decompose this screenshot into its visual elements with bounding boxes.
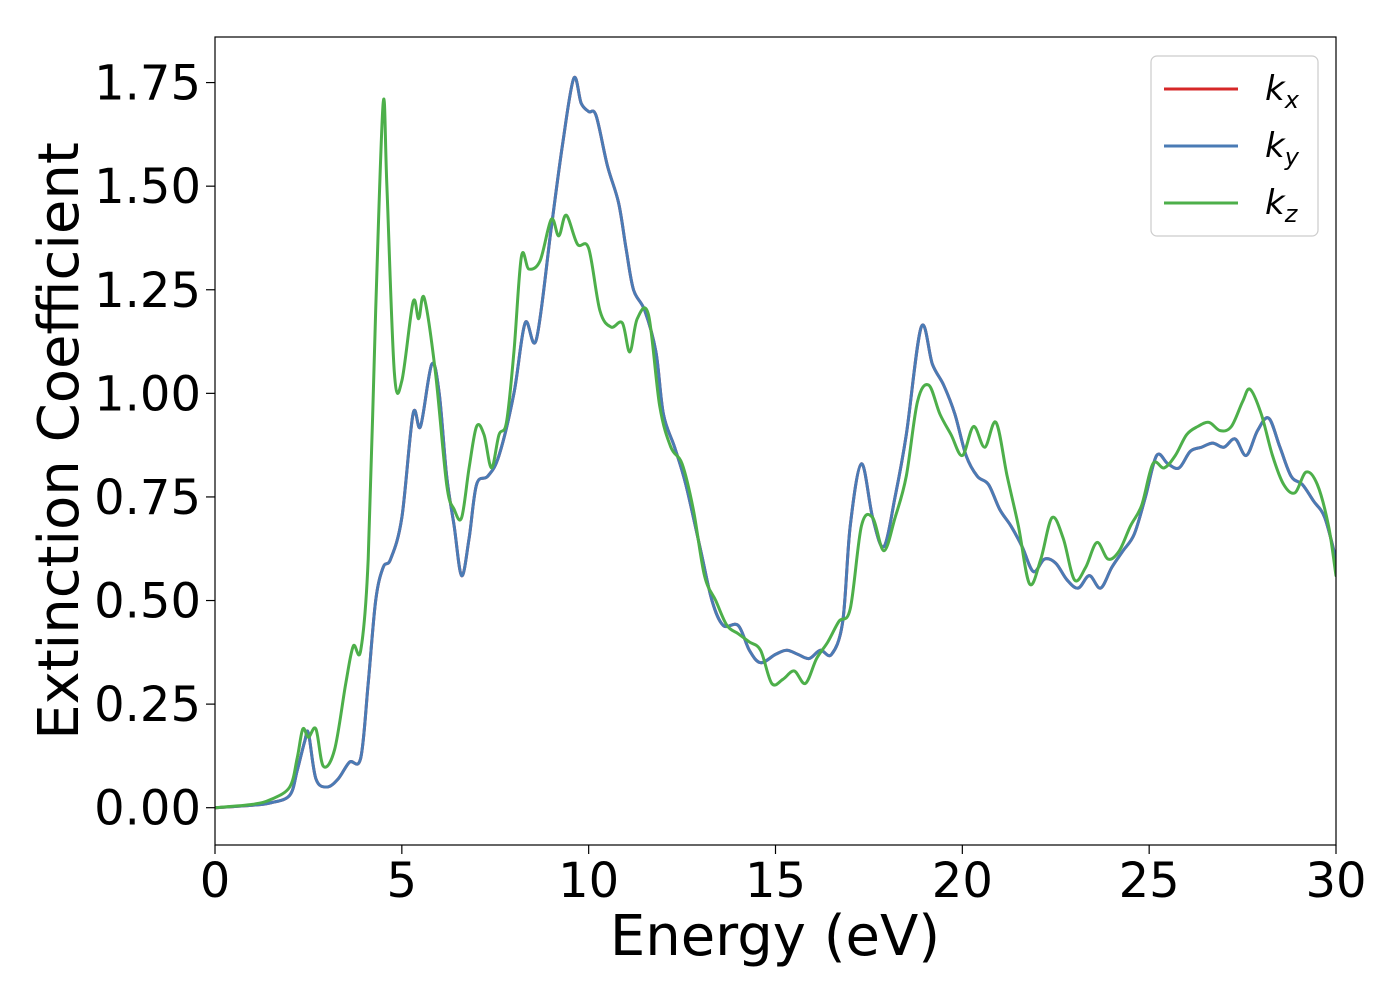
x-tick-label: 20 xyxy=(932,853,993,909)
x-tick-label: 15 xyxy=(745,853,806,909)
series-line-kz xyxy=(215,97,1336,810)
x-tick-label: 30 xyxy=(1305,853,1366,909)
x-tick-label: 0 xyxy=(200,853,231,909)
series-line-ky xyxy=(215,75,1336,810)
y-tick-label: 1.75 xyxy=(94,56,201,112)
y-tick-label: 0.00 xyxy=(94,781,201,837)
series-layer xyxy=(215,75,1336,810)
y-tick-label: 0.50 xyxy=(94,574,201,630)
x-tick-label: 10 xyxy=(558,853,619,909)
x-tick-label: 5 xyxy=(387,853,418,909)
y-tick-label: 0.25 xyxy=(94,677,201,733)
x-axis: 0 5 10 15 20 25 30 xyxy=(200,845,1367,909)
y-axis: 0.00 0.25 0.50 0.75 1.00 1.25 1.50 1.75 xyxy=(94,56,215,837)
y-tick-label: 1.25 xyxy=(94,263,201,319)
x-axis-title: Energy (eV) xyxy=(610,904,940,969)
y-tick-label: 1.50 xyxy=(94,159,201,215)
y-axis-title: Extinction Coefficient xyxy=(27,142,92,740)
x-tick-label: 25 xyxy=(1119,853,1180,909)
y-tick-label: 1.00 xyxy=(94,366,201,422)
y-tick-label: 0.75 xyxy=(94,470,201,526)
